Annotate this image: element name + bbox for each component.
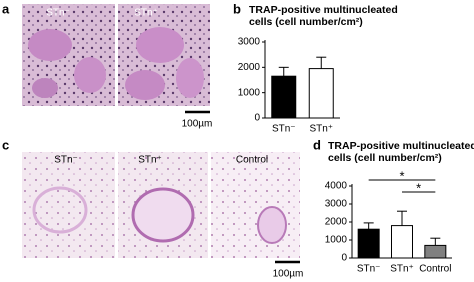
- image-label: Control: [236, 155, 268, 166]
- x-tick-label: STn⁻: [357, 264, 381, 275]
- y-tick-label: 4000: [325, 181, 348, 192]
- bar: [424, 244, 447, 259]
- x-tick-label: STn⁺: [390, 264, 414, 275]
- scale-bar-label: 100µm: [182, 119, 213, 130]
- significance-star: *: [399, 168, 404, 183]
- y-tick-label: 3000: [325, 199, 348, 210]
- x-tick-label: Control: [419, 264, 451, 275]
- y-tick-label: 2000: [325, 217, 348, 228]
- image-label: STn⁻: [46, 8, 70, 19]
- y-tick-label: 0: [254, 113, 260, 124]
- chart-title: TRAP-positive multinucleated: [249, 4, 398, 16]
- y-tick-label: 0: [341, 253, 347, 264]
- micrograph-c: [22, 152, 300, 264]
- y-tick-label: 1000: [325, 235, 348, 246]
- image-label: STn⁻: [54, 155, 78, 166]
- y-tick-label: 3000: [238, 37, 261, 48]
- y-tick-label: 1000: [238, 87, 261, 98]
- image-label: STn⁺: [138, 155, 162, 166]
- panel-label: c: [2, 137, 9, 152]
- chart-title: cells (cell number/cm²): [249, 16, 363, 28]
- significance-star: *: [416, 180, 421, 195]
- chart-title: TRAP-positive multinucleated: [328, 140, 474, 152]
- bar: [391, 225, 413, 259]
- panel-label: d: [313, 137, 321, 152]
- bar: [357, 228, 380, 259]
- micrograph-a: [22, 4, 210, 114]
- y-tick-label: 2000: [238, 62, 261, 73]
- image-label: STn⁺: [134, 8, 158, 19]
- panel-label: a: [2, 1, 10, 16]
- panel-label: b: [233, 1, 241, 16]
- bar: [308, 68, 334, 119]
- bar: [271, 75, 297, 119]
- scale-bar-label: 100µm: [273, 269, 304, 280]
- x-tick-label: STn⁻: [272, 124, 296, 135]
- chart-title: cells (cell number/cm²): [328, 152, 442, 164]
- x-tick-label: STn⁺: [309, 124, 333, 135]
